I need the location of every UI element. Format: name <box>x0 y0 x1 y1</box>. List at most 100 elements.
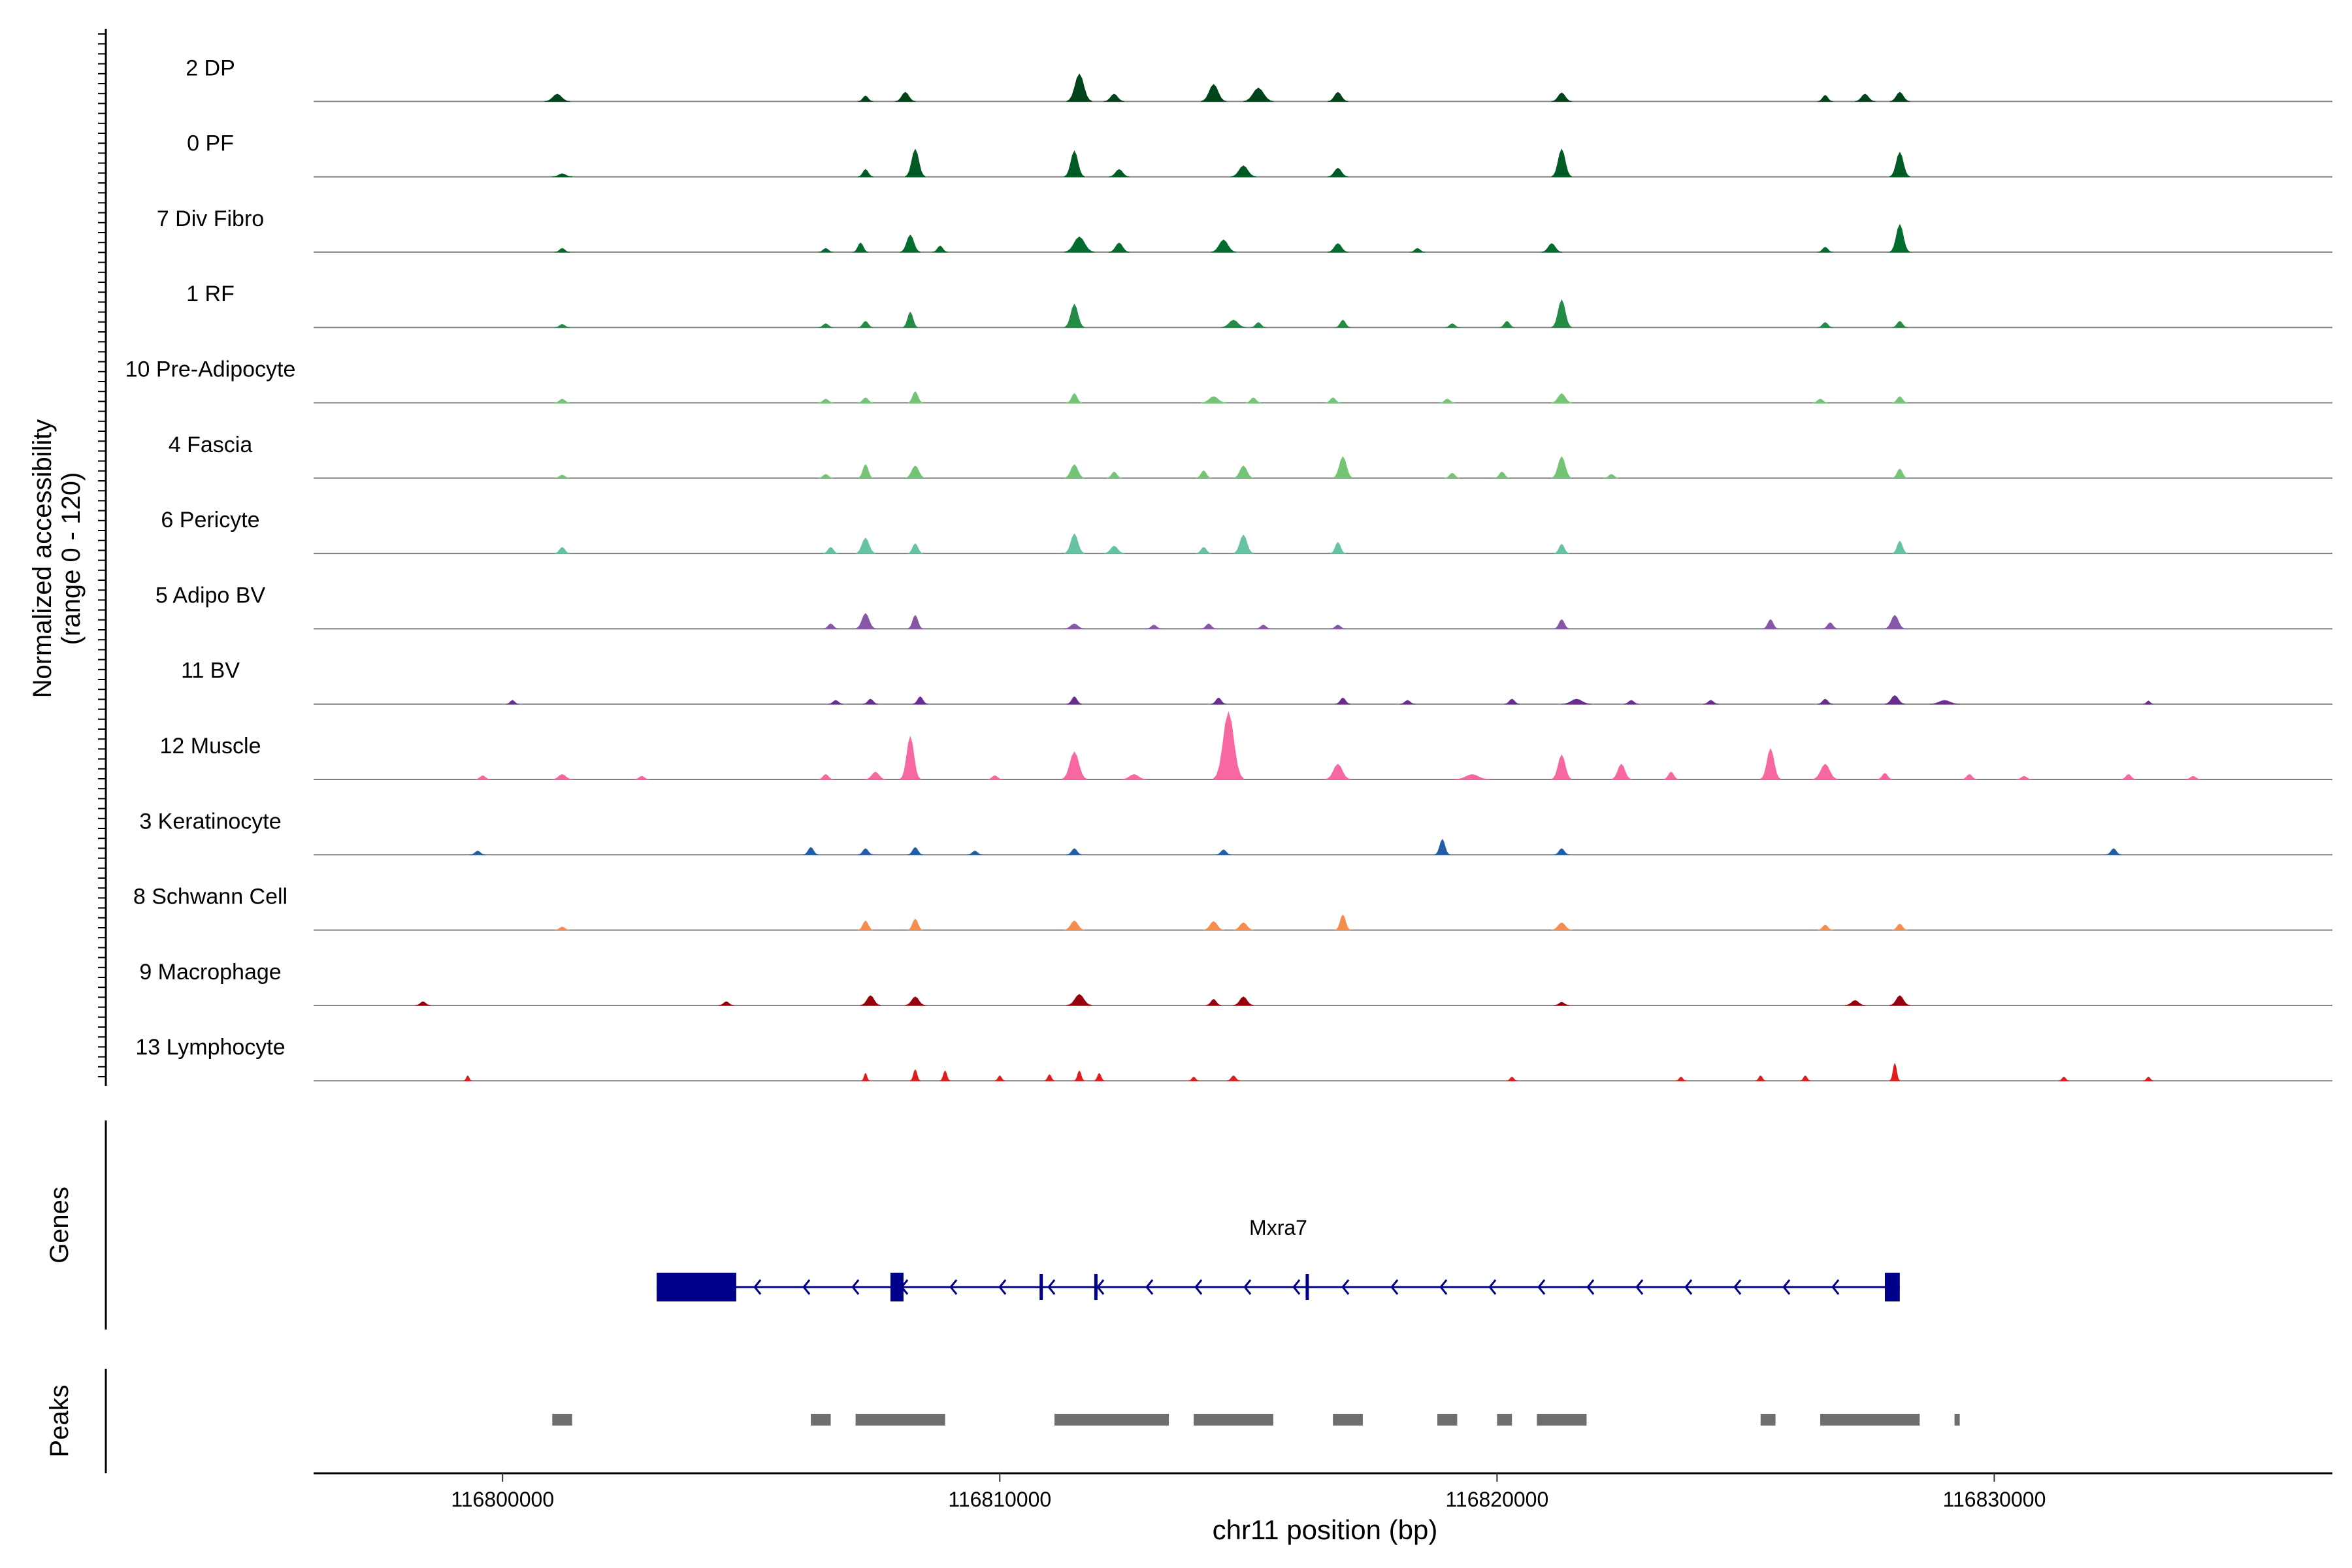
strand-arrow <box>949 1279 958 1295</box>
track-label: 6 Pericyte <box>161 508 259 532</box>
strand-arrow <box>1096 1279 1105 1295</box>
coverage-peak <box>1250 322 1266 328</box>
coverage-peak <box>1243 88 1274 102</box>
coverage-peak <box>2143 1077 2154 1081</box>
coverage-peak <box>1066 994 1092 1006</box>
y-axis-label: Normalized accessibility <box>28 419 57 698</box>
track-13-lymphocyte: 13 Lymphocyte <box>135 1035 2332 1082</box>
coverage-peak <box>1551 299 1572 328</box>
peaks-panel: Peaks <box>45 1369 1960 1473</box>
coverage-peak <box>1201 84 1227 102</box>
coverage-peak <box>1328 167 1348 178</box>
coverage-peak <box>1201 396 1227 403</box>
coverage-peak <box>1812 764 1838 780</box>
track-label: 1 RF <box>186 282 235 306</box>
coverage-peak <box>1399 700 1416 705</box>
coverage-peak <box>900 234 921 253</box>
coverage-peak <box>909 1069 921 1081</box>
x-tick-label: 116810000 <box>948 1488 1051 1511</box>
track-label: 2 DP <box>186 56 235 80</box>
track-label: 0 PF <box>187 131 234 156</box>
coverage-peak <box>865 772 886 780</box>
coverage-peak <box>634 776 650 780</box>
track-5-adipo-bv: 5 Adipo BV <box>155 583 2332 630</box>
coverage-peak <box>1230 165 1256 178</box>
coverage-peak <box>2016 776 2032 780</box>
coverage-peak <box>1233 922 1254 931</box>
coverage-peak <box>1610 763 1632 780</box>
coverage-peak <box>1561 698 1592 705</box>
peak-intervals <box>552 1414 1960 1426</box>
coverage-peak <box>1551 393 1572 403</box>
y-axis-range-label: (range 0 - 120) <box>57 472 86 645</box>
gene-model <box>657 1273 1900 1301</box>
coverage-peak <box>818 399 834 403</box>
coverage-peak <box>554 926 570 931</box>
peak-interval <box>811 1414 831 1426</box>
coverage-peak <box>1891 321 1908 328</box>
coverage-peak <box>987 775 1003 780</box>
coverage-peak <box>1763 619 1778 629</box>
track-8-schwann-cell: 8 Schwann Cell <box>133 885 2332 931</box>
coverage-peak <box>1891 540 1908 554</box>
y-axis-ticks <box>98 33 106 1077</box>
coverage-peak <box>1121 774 1147 780</box>
strand-arrow <box>1586 1279 1595 1295</box>
coverage-peak <box>1889 152 1910 178</box>
coverage-peak <box>1884 694 1905 705</box>
coverage-peak <box>1335 914 1351 931</box>
coverage-peak <box>544 93 570 102</box>
track-10-pre-adipocyte: 10 Pre-Adipocyte <box>125 357 2332 404</box>
coverage-peak <box>855 538 876 554</box>
track-label: 13 Lymphocyte <box>135 1035 285 1060</box>
strand-arrow <box>1488 1279 1497 1295</box>
strand-arrow <box>1243 1279 1252 1295</box>
coverage-peak <box>1554 848 1570 855</box>
coverage-peak <box>895 91 916 102</box>
track-label: 9 Macrophage <box>139 960 281 985</box>
coverage-peak <box>1213 711 1244 780</box>
coverage-peak <box>1760 747 1781 780</box>
coverage-peak <box>857 464 874 479</box>
coverage-peak <box>1044 1074 1055 1081</box>
coverage-peak <box>1066 73 1092 102</box>
coverage-peak <box>862 698 879 705</box>
x-tick-label: 116820000 <box>1445 1488 1548 1511</box>
coverage-peak <box>1227 1075 1240 1081</box>
coverage-peak <box>1064 303 1085 328</box>
coverage-peak <box>1445 323 1460 328</box>
coverage-peak <box>1817 246 1833 253</box>
track-label: 4 Fascia <box>169 433 253 457</box>
gene-exon <box>1885 1273 1900 1301</box>
coverage-peak <box>818 774 834 780</box>
coverage-peak <box>1066 696 1083 705</box>
x-axis: 116800000 116810000 116820000 116830000 chr… <box>314 1472 2332 1545</box>
peaks-label: Peaks <box>45 1384 74 1457</box>
coverage-peak <box>818 323 834 328</box>
coverage-peak <box>1332 456 1354 479</box>
track-1-rf: 1 RF <box>186 282 2332 329</box>
gene-exon <box>657 1273 736 1301</box>
coverage-peak <box>1211 239 1237 253</box>
coverage-peak <box>855 613 876 629</box>
coverage-peak <box>1245 397 1262 403</box>
coverage-peak <box>1196 547 1212 554</box>
track-9-macrophage: 9 Macrophage <box>139 960 2332 1006</box>
coverage-peak <box>1624 700 1639 705</box>
coverage-peak <box>1061 751 1087 780</box>
gene-exon <box>1305 1274 1309 1300</box>
coverage-peak <box>1196 470 1212 479</box>
coverage-peak <box>1504 698 1520 705</box>
track-label: 12 Muscle <box>160 734 261 759</box>
y-axis: Normalized accessibility (range 0 - 120) <box>28 29 107 1086</box>
coverage-peak <box>1325 397 1341 403</box>
coverage-peak <box>463 1075 472 1081</box>
coverage-peak <box>907 543 923 554</box>
coverage-peak <box>857 95 874 102</box>
coverage-peak <box>861 1073 870 1081</box>
peak-interval <box>1437 1414 1458 1426</box>
coverage-peak <box>1064 150 1085 178</box>
genes-panel: Genes Mxra7 <box>45 1120 1900 1330</box>
coverage-peak <box>905 996 926 1006</box>
